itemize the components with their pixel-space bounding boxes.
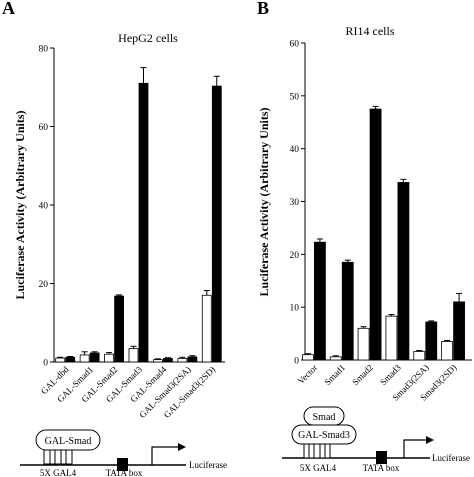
panel-a-bar-chart: 020406080GAL-dbdGAL-Smad1GAL-Smad2GAL-Sm… <box>39 45 225 420</box>
panel-a-title: HepG2 cells <box>118 31 178 45</box>
panel-a-y-axis-label: Luciferase Activity (Arbitrary Units) <box>13 111 27 300</box>
y-tick-label: 30 <box>290 198 300 208</box>
panel-a-reporter-schematic: GAL-Smad 5X GAL4 TATA box Luciferase <box>20 429 227 477</box>
y-tick-label: 20 <box>39 280 49 290</box>
x-category-label: Smad3 <box>378 362 403 387</box>
x-category-label: Smad2 <box>350 362 375 387</box>
bar <box>302 354 314 361</box>
bar <box>369 108 382 361</box>
five-x-gal4-label: 5X GAL4 <box>40 468 77 477</box>
bar <box>163 358 173 363</box>
transcription-start-arrow <box>403 439 426 458</box>
bar <box>89 352 100 363</box>
panel-b-reporter-schematic: GAL-Smad3 Smad 5X GAL4 TATA box Lucifera… <box>282 406 470 473</box>
five-x-gal4-label: 5X GAL4 <box>300 463 337 473</box>
y-tick-label: 20 <box>290 251 300 261</box>
y-tick-label: 80 <box>39 45 49 55</box>
tata-box-label: TATA box <box>363 463 400 473</box>
smad-oval <box>303 406 345 426</box>
panel-a-letter: A <box>2 0 15 18</box>
panel-b-title: RI14 cells <box>346 24 395 38</box>
panel-a: A HepG2 cells Luciferase Activity (Arbit… <box>2 0 225 420</box>
reporter-label: Luciferase <box>189 460 227 470</box>
bar <box>397 182 410 361</box>
y-tick-label: 40 <box>290 145 300 155</box>
bar <box>153 359 163 363</box>
bar <box>441 341 453 361</box>
bar <box>357 327 370 361</box>
bar <box>79 354 90 363</box>
gal4-sites-box <box>43 449 73 465</box>
y-tick-label: 60 <box>39 123 49 133</box>
bar <box>341 261 354 361</box>
bar <box>413 351 426 361</box>
y-tick-label: 40 <box>39 202 49 212</box>
smad-label: Smad <box>313 412 336 423</box>
tata-box <box>376 451 387 464</box>
arrowhead-icon <box>426 436 434 444</box>
gal-smad-oval <box>35 429 101 451</box>
bar <box>211 85 222 363</box>
bar <box>329 356 342 361</box>
x-category-label: Smad1 <box>322 362 347 387</box>
arrowhead-icon <box>178 443 186 451</box>
panel-b-y-axis-label: Luciferase Activity (Arbitrary Units) <box>257 108 271 297</box>
bar <box>65 356 76 363</box>
bar <box>385 315 398 361</box>
gal-smad-label: GAL-Smad <box>45 436 92 447</box>
y-tick-label: 50 <box>290 92 300 102</box>
x-category-label: Vector <box>296 362 320 386</box>
bar <box>314 241 326 361</box>
transcription-start-arrow <box>151 446 178 465</box>
bar <box>453 301 465 361</box>
bar <box>104 353 114 363</box>
panel-b: B RI14 cells Luciferase Activity (Arbitr… <box>257 0 472 403</box>
bar <box>201 294 212 363</box>
y-tick-label: 0 <box>294 357 299 367</box>
bar <box>177 358 188 363</box>
y-tick-label: 10 <box>290 304 300 314</box>
bar <box>187 356 198 363</box>
y-tick-label: 0 <box>43 359 48 369</box>
bar <box>114 295 124 363</box>
bar <box>138 82 149 363</box>
tata-box <box>117 458 128 471</box>
bar <box>55 357 66 363</box>
panel-b-letter: B <box>257 0 269 18</box>
y-tick-label: 60 <box>290 40 300 50</box>
reporter-label: Luciferase <box>432 453 470 463</box>
gal-smad3-label: GAL-Smad3 <box>298 430 350 441</box>
gal4-sites-box <box>303 443 331 459</box>
tata-box-label: TATA box <box>106 468 143 477</box>
bar <box>425 321 438 361</box>
bar <box>128 348 139 363</box>
